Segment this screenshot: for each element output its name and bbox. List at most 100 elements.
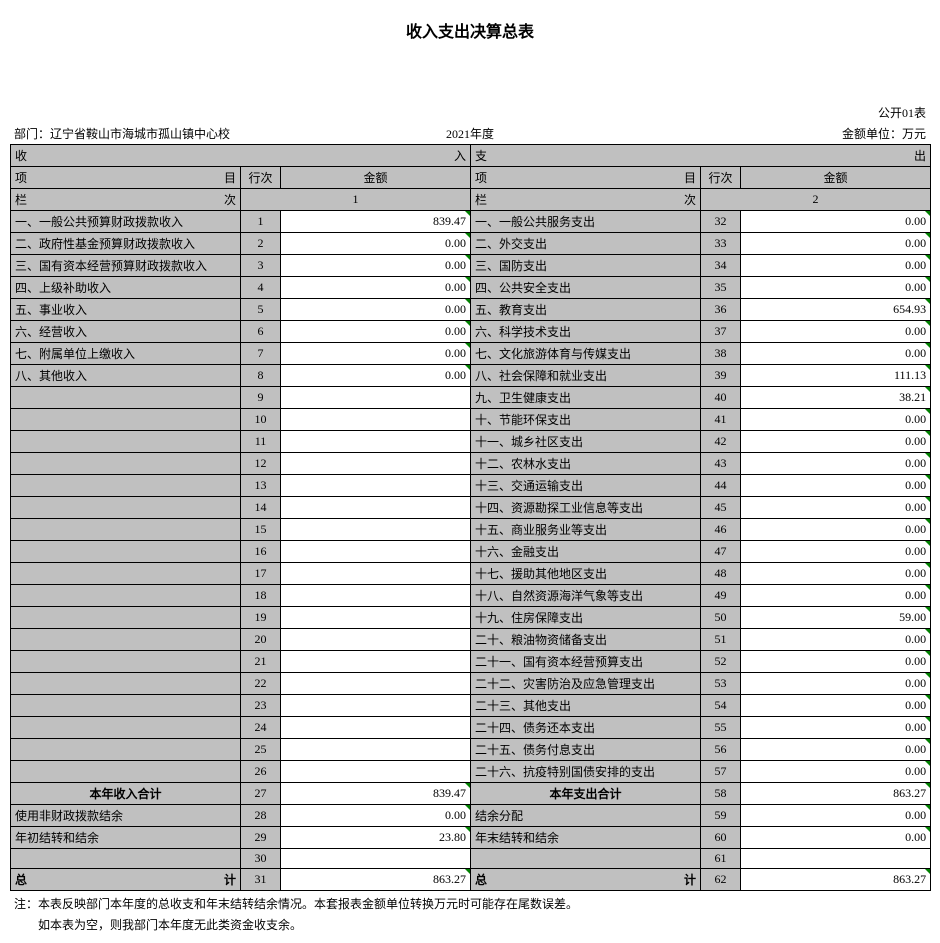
expense-amount: 111.13: [741, 365, 931, 387]
income-item: [11, 563, 241, 585]
expense-header: 支出: [471, 145, 931, 167]
expense-rownum: 35: [701, 277, 741, 299]
expense-item: 十七、援助其他地区支出: [471, 563, 701, 585]
income-rownum: 23: [241, 695, 281, 717]
expense-item: 二十、粮油物资储备支出: [471, 629, 701, 651]
expense-item: 二、外交支出: [471, 233, 701, 255]
income-rownum: 16: [241, 541, 281, 563]
extra-right-v: 0.00: [741, 805, 931, 827]
table-row: 八、其他收入80.00八、社会保障和就业支出39111.13: [11, 365, 931, 387]
expense-rownum: 52: [701, 651, 741, 673]
income-rownum: 10: [241, 409, 281, 431]
income-rownum: 20: [241, 629, 281, 651]
table-row: 四、上级补助收入40.00四、公共安全支出350.00: [11, 277, 931, 299]
col-lan-right: 栏次: [471, 189, 701, 211]
expense-rownum: 32: [701, 211, 741, 233]
subtotal-row: 本年收入合计27839.47本年支出合计58863.27: [11, 783, 931, 805]
expense-amount: 0.00: [741, 651, 931, 673]
income-amount: [281, 695, 471, 717]
income-rownum: 22: [241, 673, 281, 695]
extra-right-label: 结余分配: [471, 805, 701, 827]
expense-item: 十四、资源勘探工业信息等支出: [471, 497, 701, 519]
expense-amount: 0.00: [741, 629, 931, 651]
expense-rownum: 49: [701, 585, 741, 607]
footnote-1: 注：本表反映部门本年度的总收支和年末结转结余情况。本套报表金额单位转换万元时可能…: [10, 891, 930, 912]
expense-subtotal-label: 本年支出合计: [471, 783, 701, 805]
income-item: [11, 519, 241, 541]
income-item: [11, 453, 241, 475]
extra-right-n: 61: [701, 849, 741, 869]
table-row: 25二十五、债务付息支出560.00: [11, 739, 931, 761]
expense-subtotal-n: 58: [701, 783, 741, 805]
expense-item: 二十一、国有资本经营预算支出: [471, 651, 701, 673]
expense-amount: 0.00: [741, 431, 931, 453]
total-income-n: 31: [241, 869, 281, 891]
income-amount: 0.00: [281, 321, 471, 343]
income-item: [11, 717, 241, 739]
expense-amount: 0.00: [741, 673, 931, 695]
income-rownum: 17: [241, 563, 281, 585]
expense-amount: 0.00: [741, 277, 931, 299]
income-header: 收入: [11, 145, 471, 167]
expense-amount: 0.00: [741, 695, 931, 717]
income-rownum: 2: [241, 233, 281, 255]
expense-rownum: 46: [701, 519, 741, 541]
expense-item: 十五、商业服务业等支出: [471, 519, 701, 541]
extra-right-label: [471, 849, 701, 869]
meta-row-1: 公开01表: [10, 102, 930, 123]
income-rownum: 14: [241, 497, 281, 519]
expense-amount: 0.00: [741, 409, 931, 431]
table-row: 17十七、援助其他地区支出480.00: [11, 563, 931, 585]
income-rownum: 18: [241, 585, 281, 607]
extra-left-label: 使用非财政拨款结余: [11, 805, 241, 827]
expense-item: 二十二、灾害防治及应急管理支出: [471, 673, 701, 695]
income-rownum: 19: [241, 607, 281, 629]
extra-left-n: 29: [241, 827, 281, 849]
expense-item: 六、科学技术支出: [471, 321, 701, 343]
total-label-left: 总计: [11, 869, 241, 891]
expense-item: 十、节能环保支出: [471, 409, 701, 431]
extra-right-v: [741, 849, 931, 869]
income-rownum: 11: [241, 431, 281, 453]
income-amount: [281, 739, 471, 761]
table-row: 五、事业收入50.00五、教育支出36654.93: [11, 299, 931, 321]
expense-amount: 654.93: [741, 299, 931, 321]
extra-row: 使用非财政拨款结余280.00结余分配590.00: [11, 805, 931, 827]
expense-rownum: 41: [701, 409, 741, 431]
table-row: 16十六、金融支出470.00: [11, 541, 931, 563]
table-row: 10 十、节能环保支出410.00: [11, 409, 931, 431]
income-amount: 0.00: [281, 365, 471, 387]
expense-amount: 0.00: [741, 211, 931, 233]
table-row: 11十一、城乡社区支出420.00: [11, 431, 931, 453]
table-row: 14十四、资源勘探工业信息等支出450.00: [11, 497, 931, 519]
expense-item: 十八、自然资源海洋气象等支出: [471, 585, 701, 607]
income-rownum: 15: [241, 519, 281, 541]
expense-item: 五、教育支出: [471, 299, 701, 321]
expense-rownum: 53: [701, 673, 741, 695]
extra-left-v: 0.00: [281, 805, 471, 827]
income-amount: [281, 629, 471, 651]
table-row: 20二十、粮油物资储备支出510.00: [11, 629, 931, 651]
income-rownum: 21: [241, 651, 281, 673]
expense-amount: 0.00: [741, 739, 931, 761]
expense-item: 二十四、债务还本支出: [471, 717, 701, 739]
income-amount: [281, 563, 471, 585]
footnote-2: 如本表为空，则我部门本年度无此类资金收支余。: [10, 912, 930, 933]
extra-right-label: 年末结转和结余: [471, 827, 701, 849]
expense-item: 十六、金融支出: [471, 541, 701, 563]
table-row: 六、经营收入60.00六、科学技术支出370.00: [11, 321, 931, 343]
table-row: 三、国有资本经营预算财政拨款收入30.00三、国防支出340.00: [11, 255, 931, 277]
income-item: [11, 409, 241, 431]
expense-item: 十二、农林水支出: [471, 453, 701, 475]
income-amount: [281, 431, 471, 453]
expense-item: 三、国防支出: [471, 255, 701, 277]
expense-rownum: 47: [701, 541, 741, 563]
expense-item: 九、卫生健康支出: [471, 387, 701, 409]
page-title: 收入支出决算总表: [10, 10, 930, 102]
income-rownum: 4: [241, 277, 281, 299]
expense-amount: 0.00: [741, 563, 931, 585]
income-amount: [281, 453, 471, 475]
income-amount: [281, 387, 471, 409]
expense-rownum: 45: [701, 497, 741, 519]
income-rownum: 7: [241, 343, 281, 365]
